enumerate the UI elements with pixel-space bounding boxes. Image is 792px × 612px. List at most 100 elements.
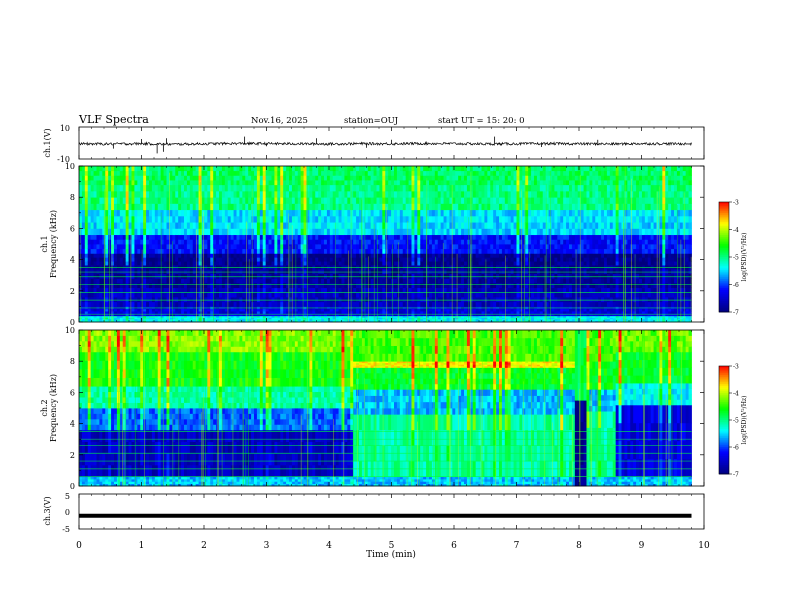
ch1-spectrogram-cell [137, 268, 141, 275]
ch1-spectrogram-cell [300, 184, 304, 192]
ch1-spectrogram-cell [265, 239, 269, 245]
ch1-spectrogram-cell [414, 215, 418, 223]
ch1-spectrogram-cell [157, 315, 162, 318]
ch1-spectrogram-cell [341, 170, 345, 176]
ch1-spectrogram-cell [265, 180, 269, 186]
ch1-spectrogram-cell [312, 166, 316, 172]
ch1-spectrogram-cell [289, 268, 293, 275]
ch1-spectrogram-cell [350, 273, 354, 279]
ch1-spectrogram-cell [329, 313, 334, 317]
ch1-spectrogram-cell [242, 190, 246, 198]
ch1-spectrogram-cell [347, 184, 351, 192]
ch1-spectrogram-cell [230, 257, 234, 262]
ch1-spectrogram-cell [452, 170, 456, 176]
ch1-spectrogram-cell [248, 253, 252, 258]
ch1-spectrogram-cell [297, 320, 302, 323]
ch1-spectrogram-cell [230, 228, 234, 236]
ch1-spectrogram-cell [204, 273, 208, 279]
ch1-spectrogram-cell [449, 248, 453, 254]
ch1-spectrogram-cell [332, 170, 337, 176]
ch1-spectrogram-cell [172, 170, 176, 176]
ch1-spectrogram-cell [268, 170, 272, 176]
ch1-spectrogram-cell [359, 278, 363, 284]
ch1-spectrogram-cell [175, 239, 179, 245]
ch1-spectrogram-cell [364, 228, 369, 236]
ch1-spectrogram-cell [315, 278, 319, 284]
ch1-spectrogram-cell [131, 184, 135, 192]
ch1-spectrogram-cell [303, 297, 307, 303]
ch1-spectrogram-cell [364, 203, 369, 211]
ch1-spectrogram-cell [379, 234, 383, 240]
ch1-spectrogram-cell [370, 261, 374, 266]
ch1-spectrogram-cell [149, 313, 153, 317]
ch1-spectrogram-cell [184, 239, 188, 245]
ch1-spectrogram-cell [96, 166, 100, 172]
ch1-spectrogram-cell [146, 175, 150, 181]
ch1-spectrogram-cell [297, 308, 302, 312]
ch1-spectrogram-cell [356, 215, 360, 223]
ch1-spectrogram-cell [367, 292, 372, 298]
ch1-spectrogram-cell [230, 318, 234, 321]
ch1-spectrogram-cell [143, 318, 147, 321]
ch1-spectrogram-cell [96, 308, 100, 312]
ch1-spectrogram-cell [291, 190, 296, 198]
ch1-spectrogram-cell [259, 222, 264, 229]
ch1-spectrogram-cell [268, 209, 272, 217]
ch1-spectrogram-cell [178, 248, 182, 254]
ch1-spectrogram-cell [186, 268, 191, 275]
ch1-spectrogram-cell [160, 228, 164, 236]
ch1-spectrogram-cell [350, 184, 354, 192]
ch1-spectrogram-cell [172, 320, 176, 323]
ch1-spectrogram-cell [280, 248, 284, 254]
ch1-spectrogram-cell [271, 222, 275, 229]
ch1-spectrogram-cell [338, 190, 342, 198]
ch1-spectrogram-cell [356, 180, 360, 186]
ch1-spectrogram-cell [472, 228, 477, 236]
ch1-spectrogram-cell [157, 318, 162, 321]
ch1-spectrogram-cell [318, 175, 322, 181]
ch1-spectrogram-cell [347, 313, 351, 317]
ch1-spectrogram-cell [423, 320, 427, 323]
ch1-spectrogram-cell [329, 273, 334, 279]
ch1-spectrogram-cell [341, 209, 345, 217]
ch1-spectrogram-cell [186, 244, 191, 250]
ch1-spectrogram-cell [472, 320, 477, 323]
ch1-spectrogram-cell [437, 215, 442, 223]
ch1-spectrogram-cell [283, 283, 287, 289]
ch1-spectrogram-cell [353, 197, 357, 204]
ch1-spectrogram-cell [219, 318, 223, 321]
ch1-spectrogram-cell [437, 203, 442, 211]
ch1-spectrogram-cell [303, 320, 307, 323]
ch1-spectrogram-cell [379, 209, 383, 217]
ch1-spectrogram-cell [405, 228, 409, 236]
ch1-spectrogram-cell [221, 292, 226, 298]
ch1-spectrogram-cell [458, 315, 462, 318]
ch1-spectrogram-cell [382, 175, 386, 181]
ch1-spectrogram-cell [429, 287, 433, 293]
ch1-spectrogram-cell [137, 215, 141, 223]
ch1-spectrogram-cell [326, 257, 331, 262]
ch1-spectrogram-cell [137, 320, 141, 323]
ch1-spectrogram-cell [312, 261, 316, 266]
ch1-spectrogram-cell [114, 239, 118, 245]
ch1-spectrogram-cell [93, 311, 97, 314]
ch1-spectrogram-cell [446, 297, 450, 303]
ch1-spectrogram-cell [151, 292, 156, 298]
ch1-spectrogram-cell [210, 239, 214, 245]
ch1-spectrogram-cell [324, 244, 328, 250]
ch1-spectrogram-cell [364, 222, 369, 229]
ch1-spectrogram-cell [125, 228, 129, 236]
ch1-spectrogram-cell [248, 287, 252, 293]
ch1-spectrogram-cell [131, 318, 135, 321]
ch1-spectrogram-cell [309, 257, 313, 262]
ch1-spectrogram-cell [303, 301, 307, 307]
ch1-spectrogram-cell [344, 253, 348, 258]
ch1-spectrogram-cell [347, 273, 351, 279]
ch1-spectrogram-cell [204, 261, 208, 266]
ch1-spectrogram-cell [300, 283, 304, 289]
ch1-spectrogram-cell [242, 257, 246, 262]
ch1-spectrogram-cell [93, 278, 97, 284]
ch1-spectrogram-cell [169, 253, 173, 258]
ch1-spectrogram-cell [417, 248, 421, 254]
ch1-spectrogram-cell [475, 287, 479, 293]
